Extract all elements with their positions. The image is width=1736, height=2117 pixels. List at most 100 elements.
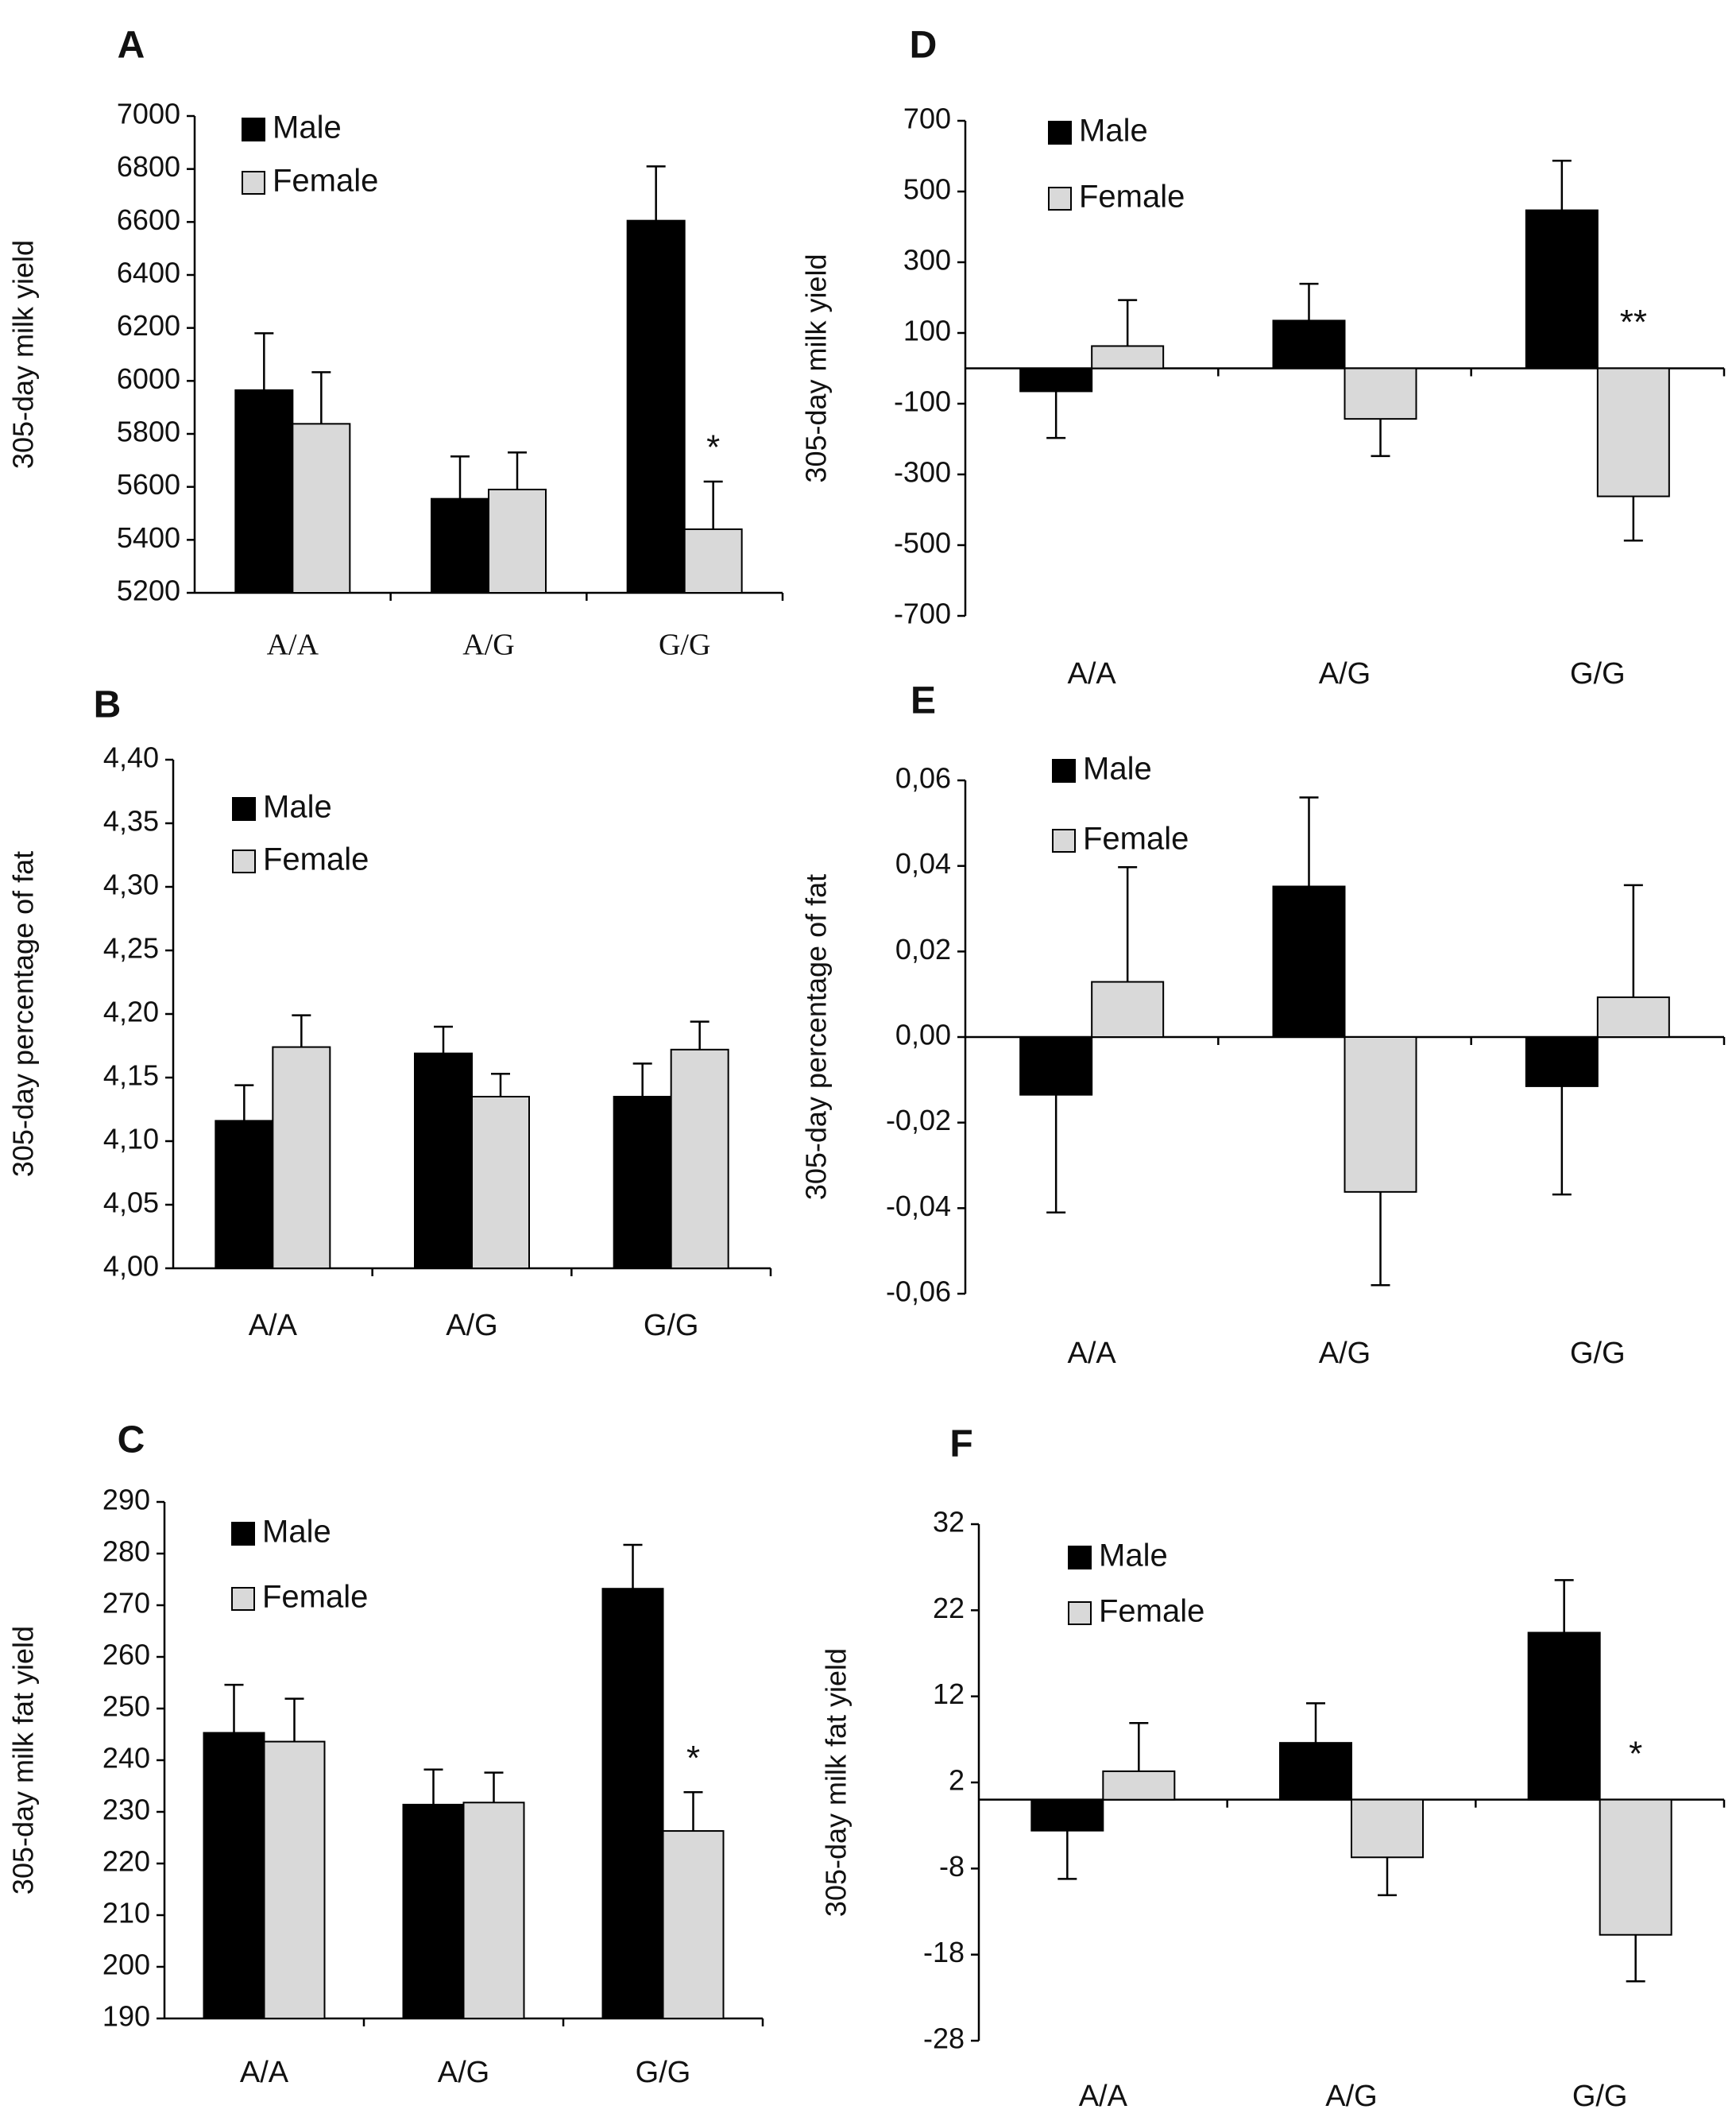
y-tick-label: -0,02 (886, 1104, 951, 1136)
category-label: A/A (240, 2056, 289, 2089)
y-tick-label: 5600 (117, 468, 180, 501)
y-tick-label: -700 (894, 598, 951, 630)
bar-female (471, 1096, 530, 1269)
category-label: G/G (644, 1309, 699, 1342)
legend-swatch-male (1068, 1546, 1092, 1569)
y-tick-label: 12 (933, 1678, 965, 1710)
y-tick-label: 4,25 (103, 932, 159, 965)
bar-male (613, 1096, 672, 1269)
y-tick-label: 190 (102, 2000, 150, 2033)
category-label: G/G (659, 629, 710, 662)
y-axis-label: 305-day milk fat yield (820, 1648, 853, 1917)
category-label: A/G (462, 629, 514, 662)
y-tick-label: 4,10 (103, 1123, 159, 1155)
significance-marker: * (686, 1739, 700, 1778)
category-label: A/G (438, 2056, 489, 2089)
category-label: A/A (1068, 657, 1117, 691)
y-tick-label: 280 (102, 1535, 150, 1568)
chart-panel-c: C 305-day milk fat yield 290 280 270 260 250 24… (7, 1419, 764, 2089)
y-tick-label: 240 (102, 1742, 150, 1774)
category-label: A/G (1325, 2080, 1377, 2113)
category-label: A/A (1079, 2080, 1128, 2113)
y-tick-label: 4,20 (103, 996, 159, 1028)
y-axis-label: 305-day milk fat yield (7, 1626, 40, 1894)
legend: Male Female (231, 1515, 368, 1615)
y-tick-label: -100 (894, 385, 951, 418)
legend-swatch-female (231, 1587, 255, 1611)
bar-male (1019, 367, 1093, 393)
legend-label-female: Female (1099, 1594, 1204, 1629)
bar-male (1525, 1036, 1599, 1087)
y-tick-label: 290 (102, 1484, 150, 1516)
bar-male (1525, 209, 1599, 370)
y-tick-label: 700 (903, 103, 951, 135)
y-tick-label: 0,04 (895, 847, 951, 880)
y-tick-label: 7000 (117, 98, 180, 130)
panel-letter: B (94, 684, 122, 726)
y-tick-label: -0,04 (886, 1190, 951, 1222)
bar-female (263, 1740, 326, 2020)
category-label: G/G (1572, 2080, 1628, 2113)
bar-male (1272, 319, 1346, 370)
chart-panel-a: A 305-day milk yield 7000 6800 6600 6400 6200 6… (7, 25, 784, 662)
legend: Male Female (1052, 752, 1189, 857)
legend-swatch-male (242, 118, 265, 141)
legend-label-female: Female (263, 842, 369, 877)
bar-female (1344, 1036, 1417, 1193)
bar-female (662, 1830, 725, 2020)
category-label: A/A (267, 629, 319, 662)
bar-male (601, 1588, 664, 2019)
bar-female (670, 1048, 729, 1270)
bar-female (1102, 1770, 1176, 1801)
y-tick-label: 6800 (117, 150, 180, 183)
category-label: A/G (1319, 657, 1371, 691)
bar-male (215, 1120, 274, 1270)
category-label: G/G (1570, 1337, 1626, 1370)
bar-male (1527, 1631, 1601, 1801)
y-tick-label: 250 (102, 1690, 150, 1723)
y-tick-label: 6200 (117, 309, 180, 342)
bar-female (1599, 1798, 1672, 1936)
bar-male (1272, 885, 1346, 1039)
bar-female (1091, 981, 1165, 1039)
legend: Male Female (1048, 114, 1185, 215)
y-tick-label: 4,30 (103, 869, 159, 901)
bar-female (488, 489, 547, 594)
category-label: A/G (446, 1309, 497, 1342)
bar-male (1019, 1036, 1093, 1096)
y-tick-label: 100 (903, 315, 951, 347)
y-tick-label: 220 (102, 1845, 150, 1878)
y-tick-label: 4,40 (103, 741, 159, 774)
panel-letter: E (911, 680, 936, 722)
y-axis-label: 305-day milk yield (7, 240, 40, 469)
bar-male (234, 389, 294, 594)
y-tick-label: -8 (939, 1850, 965, 1883)
category-label: G/G (1570, 657, 1626, 691)
y-tick-label: 22 (933, 1592, 965, 1624)
panel-letter: A (118, 25, 145, 67)
y-tick-label: 5800 (117, 416, 180, 448)
y-tick-label: 270 (102, 1587, 150, 1620)
bar-female (683, 528, 743, 594)
category-label: A/A (1068, 1337, 1117, 1370)
legend-label-female: Female (1083, 822, 1189, 857)
y-tick-label: -18 (923, 1936, 965, 1968)
y-tick-label: 4,00 (103, 1250, 159, 1283)
y-tick-label: 2 (949, 1764, 965, 1797)
bar-female (1596, 367, 1670, 497)
bar-female (1344, 367, 1417, 420)
legend-label-male: Male (1079, 114, 1148, 149)
significance-marker: * (1629, 1734, 1642, 1773)
bar-female (292, 423, 351, 594)
panel-letter: D (910, 25, 938, 67)
y-axis-label: 305-day milk yield (800, 253, 833, 482)
bar-female (1596, 996, 1670, 1039)
bar-female (1351, 1798, 1424, 1859)
y-tick-label: -500 (894, 527, 951, 559)
y-tick-label: -300 (894, 456, 951, 489)
legend-label-female: Female (262, 1580, 368, 1615)
legend-label-female: Female (273, 164, 378, 199)
y-tick-label: 4,15 (103, 1059, 159, 1092)
bar-male (414, 1052, 473, 1269)
